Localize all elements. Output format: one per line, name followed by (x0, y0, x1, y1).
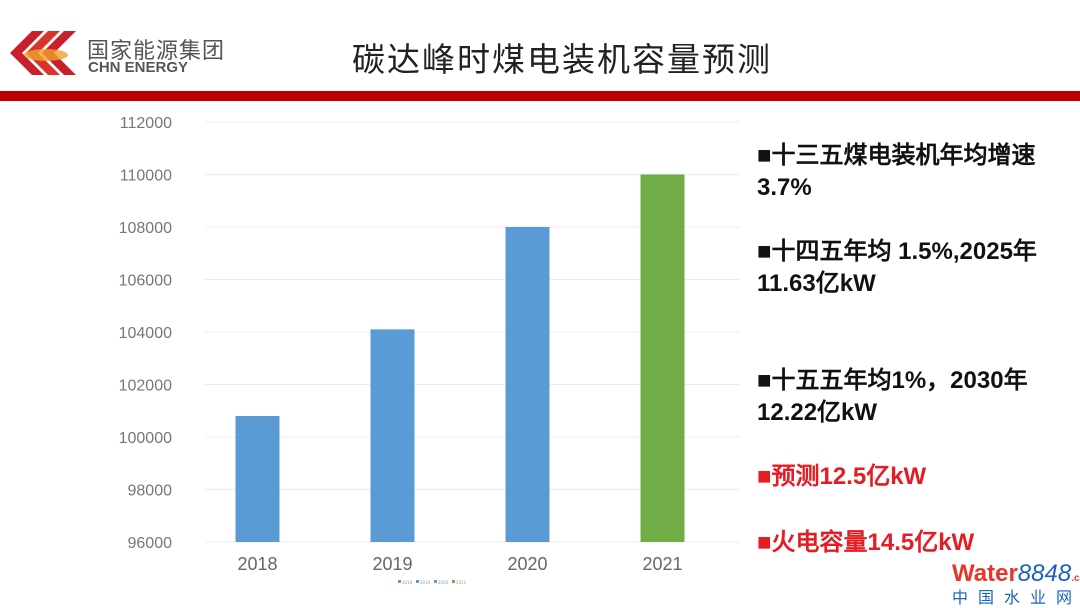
legend-swatch (452, 580, 455, 583)
y-tick-label: 100000 (119, 430, 172, 447)
watermark-en: Water (952, 560, 1018, 587)
x-tick-label: 2019 (372, 554, 412, 574)
y-tick-label: 112000 (120, 115, 172, 132)
header-divider (0, 91, 1080, 101)
y-tick-label: 98000 (128, 483, 173, 500)
y-tick-label: 106000 (119, 273, 172, 290)
slide-title: 碳达峰时煤电装机容量预测 (352, 40, 772, 79)
watermark-cn: 中国水业网 (952, 590, 1080, 607)
watermark: Water8848.com 中国水业网 (952, 560, 1080, 608)
x-tick-label: 2021 (642, 554, 682, 574)
legend-swatch (434, 580, 437, 583)
legend-label: 2019 (420, 580, 431, 585)
legend-label: 2018 (402, 580, 413, 585)
y-tick-label: 104000 (119, 325, 172, 342)
legend-label: 2020 (438, 580, 449, 585)
watermark-num: 8848 (1017, 560, 1072, 587)
y-tick-label: 96000 (128, 535, 173, 552)
bar-chart: 96000 98000 100000 102000 104000 106000 108000… (119, 115, 740, 585)
legend-swatch (398, 580, 401, 583)
legend-swatch (416, 580, 419, 583)
bar-2021 (640, 174, 685, 542)
y-tick-label: 108000 (119, 220, 172, 237)
watermark-dom: .com (1071, 573, 1080, 584)
note-1: ■十三五煤电装机年均增速3.7% (757, 142, 1036, 201)
note-5: ■火电容量14.5亿kW (757, 529, 975, 556)
y-tick-label: 102000 (119, 378, 172, 395)
bar-2020 (505, 227, 550, 542)
x-tick-label: 2018 (237, 554, 277, 574)
y-tick-label: 110000 (120, 168, 172, 185)
logo-text-cn: 国家能源集团 (87, 39, 226, 64)
bar-2019 (370, 329, 415, 542)
note-3: ■十五五年均1%，2030年12.22亿kW (757, 367, 1028, 426)
note-2: ■十四五年均 1.5%,2025年11.63亿kW (757, 238, 1037, 297)
note-4: ■预测12.5亿kW (757, 463, 927, 490)
logo-text-en: CHN ENERGY (88, 59, 189, 76)
bar-2018 (235, 416, 280, 542)
x-tick-label: 2020 (507, 554, 547, 574)
chn-energy-logo (10, 31, 76, 75)
legend-label: 2021 (456, 580, 467, 585)
